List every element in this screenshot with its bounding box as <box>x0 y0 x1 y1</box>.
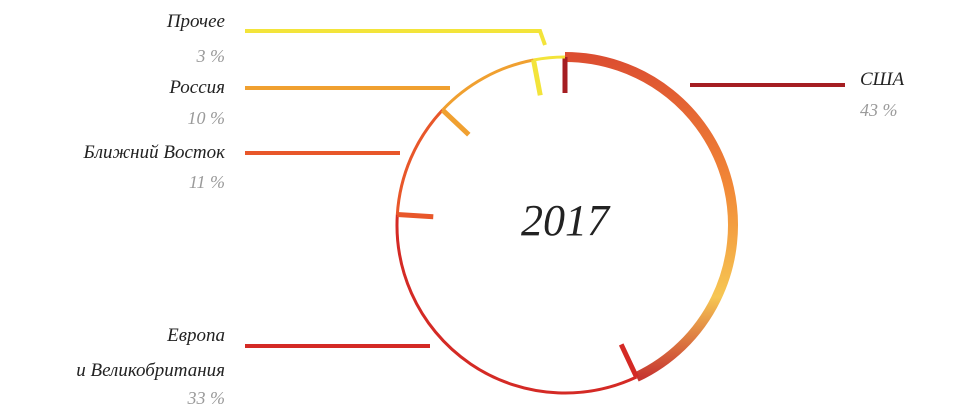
value-label: 33 % <box>187 388 226 408</box>
ring-segment <box>533 55 566 62</box>
chart-title: 2017 <box>521 196 609 245</box>
category-label: США <box>860 69 905 90</box>
value-label: 43 % <box>860 100 898 120</box>
category-label: Россия <box>169 77 225 98</box>
segment-tick <box>397 211 434 220</box>
leader-line <box>245 29 547 46</box>
category-label: Европа и Великобритания <box>76 325 225 381</box>
ring-segment <box>441 58 534 112</box>
value-label: 10 % <box>187 108 226 128</box>
segment-tick <box>531 59 543 96</box>
category-label: Прочее <box>166 11 225 32</box>
segment-tick <box>618 343 639 379</box>
category-label: Ближний Восток <box>83 142 226 163</box>
ring-segment <box>564 52 738 382</box>
segment-tick <box>440 108 471 137</box>
ring-segment <box>395 108 444 215</box>
value-label: 3 % <box>196 46 226 66</box>
value-label: 11 % <box>188 172 225 192</box>
ring-segment <box>395 214 638 395</box>
